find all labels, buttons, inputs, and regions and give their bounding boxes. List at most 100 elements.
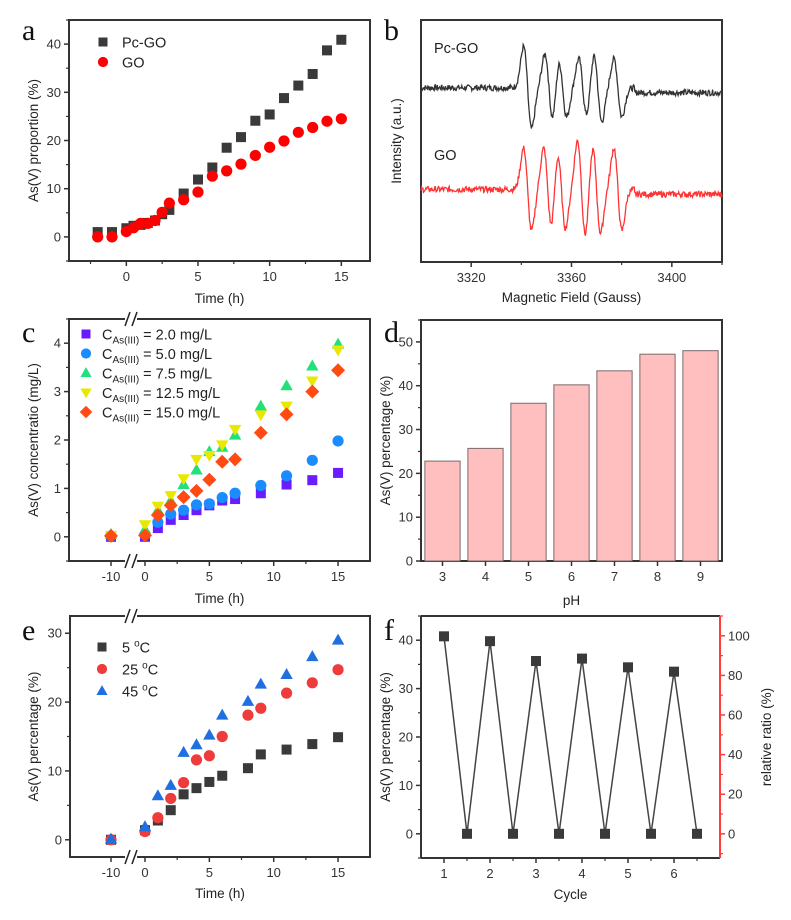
series-line — [443, 636, 698, 834]
data-point — [204, 776, 215, 787]
data-point — [164, 778, 177, 790]
data-point — [229, 487, 241, 499]
legend-label-rest: = 2.0 mg/L — [139, 328, 212, 344]
y-tick-label: 30 — [399, 681, 413, 696]
legend-label-num: 25 — [122, 663, 142, 679]
y-tick-label: 0 — [54, 229, 61, 244]
data-point — [306, 454, 318, 466]
legend-label: 45 oC — [122, 683, 158, 701]
bar — [510, 402, 547, 562]
data-point — [669, 666, 679, 677]
data-point — [216, 491, 228, 504]
data-point — [190, 754, 203, 766]
data-point — [163, 197, 175, 209]
panel-f: f 0 10 20 30 40 0 20 40 60 80 100 1 2 3 4 5 6 Cycle As(V) p… — [378, 614, 774, 902]
data-point — [439, 631, 449, 642]
data-point — [331, 345, 345, 357]
data-point — [336, 34, 347, 45]
y-tick-label: 30 — [48, 626, 62, 641]
data-point — [281, 479, 292, 490]
data-point — [202, 472, 217, 487]
y-tick-label: 0 — [406, 554, 413, 569]
data-point — [221, 142, 232, 153]
data-point — [104, 832, 118, 844]
data-point — [306, 376, 319, 388]
panel-a: a 0 10 20 30 40 0 5 10 15 Time (h) As(V) proportion… — [22, 14, 371, 306]
series-e2 — [104, 633, 345, 844]
legend-label-sub: As(III) — [112, 375, 139, 386]
y-tick-label: 50 — [399, 334, 413, 349]
y-axis-title: As(V) percentage (%) — [378, 376, 393, 506]
panel-d: d 0 10 20 30 40 50 3 4 5 6 7 8 9 pH As(V) percentage (%… — [378, 316, 723, 608]
plot-frame — [68, 19, 371, 262]
data-point — [221, 165, 233, 177]
data-point — [104, 528, 118, 543]
panel-label: f — [384, 614, 394, 647]
y-tick-label: 2 — [54, 433, 61, 448]
data-point — [335, 113, 347, 125]
data-point — [250, 115, 261, 126]
data-point — [281, 744, 292, 755]
data-point — [236, 132, 246, 143]
data-point — [646, 828, 656, 839]
legend-label: 25 oC — [122, 661, 158, 679]
data-point — [305, 384, 320, 399]
data-point — [331, 363, 346, 378]
data-point — [203, 728, 216, 740]
x-tick-label: 15 — [331, 865, 345, 880]
legend-label-num: 5 — [122, 641, 134, 657]
data-point — [92, 231, 104, 243]
data-point — [306, 650, 319, 662]
x-tick-label: 15 — [331, 569, 345, 584]
data-point — [280, 379, 293, 391]
data-point — [241, 694, 255, 706]
legend-label-main: C — [102, 347, 112, 363]
y-tick-label: 20 — [728, 787, 742, 802]
data-point — [280, 687, 293, 699]
legend-label: 5 oC — [122, 639, 150, 657]
legend-label-sub: As(III) — [112, 355, 139, 366]
legend-marker — [80, 348, 92, 359]
data-point — [230, 494, 241, 505]
y-tick-label: 0 — [54, 529, 61, 544]
spectrum-go — [420, 139, 723, 236]
series-label: Pc-GO — [434, 41, 478, 57]
x-tick-label: 5 — [525, 569, 532, 584]
x-tick-label: 5 — [206, 865, 213, 880]
x-tick-label: -10 — [102, 569, 121, 584]
data-point — [206, 170, 218, 182]
data-point — [692, 828, 702, 839]
panel-label: e — [22, 614, 35, 647]
x-tick-label: 3360 — [557, 270, 586, 285]
x-tick-label: 5 — [624, 866, 631, 881]
data-point — [190, 463, 203, 475]
legend-label-sub: As(III) — [112, 414, 139, 425]
data-point — [164, 491, 177, 503]
y-tick-label: 10 — [47, 181, 61, 196]
data-point — [255, 749, 266, 760]
data-point — [577, 653, 587, 664]
series-c3 — [104, 345, 345, 542]
x-tick-label: 6 — [568, 569, 575, 584]
data-point — [279, 93, 289, 104]
data-point — [255, 479, 267, 492]
legend-label: GO — [122, 56, 145, 72]
data-point — [242, 763, 253, 774]
x-tick-label: 0 — [123, 269, 130, 284]
y-axis-title: As(V) percentage (%) — [378, 672, 393, 802]
y-tick-label: 100 — [728, 628, 750, 643]
panel-label: b — [384, 14, 399, 47]
panel-label: a — [22, 14, 35, 47]
x-tick-label: 3320 — [457, 270, 486, 285]
data-point — [253, 425, 268, 440]
data-point — [254, 399, 268, 411]
bar — [553, 384, 590, 562]
legend-label-rest: = 5.0 mg/L — [139, 347, 212, 363]
y-tick-label: 30 — [399, 422, 413, 437]
data-point — [178, 194, 190, 206]
y-axis-title: As(V) proportion (%) — [26, 79, 41, 202]
data-point — [203, 450, 216, 462]
x-tick-label: 10 — [262, 269, 276, 284]
legend-label-sub: As(III) — [112, 394, 139, 405]
legend-label-unit: C — [148, 685, 158, 701]
